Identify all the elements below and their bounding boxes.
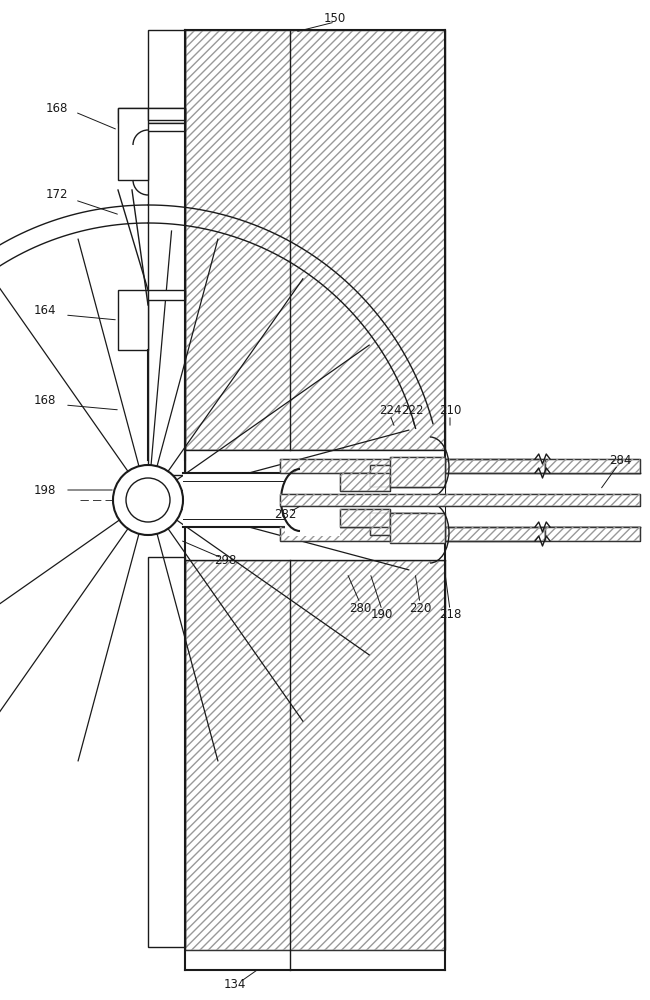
Bar xyxy=(183,474,445,527)
Text: 172: 172 xyxy=(46,188,68,202)
Circle shape xyxy=(113,465,183,535)
Bar xyxy=(185,30,445,450)
Bar xyxy=(280,527,445,541)
Bar xyxy=(390,457,445,487)
Text: 282: 282 xyxy=(274,508,296,522)
Bar xyxy=(445,527,545,541)
Bar xyxy=(370,513,430,535)
Bar xyxy=(185,560,445,950)
Bar xyxy=(280,527,445,541)
Bar xyxy=(340,509,390,527)
Text: 298: 298 xyxy=(214,554,236,566)
Bar xyxy=(545,459,640,473)
Bar xyxy=(340,509,390,527)
Bar xyxy=(390,457,445,487)
Text: 168: 168 xyxy=(46,102,68,114)
Bar xyxy=(445,459,545,473)
Text: 190: 190 xyxy=(370,608,393,621)
Bar xyxy=(370,513,430,535)
Text: 164: 164 xyxy=(34,304,57,316)
Bar xyxy=(445,459,545,473)
Circle shape xyxy=(126,478,170,522)
Bar xyxy=(130,123,185,131)
Bar xyxy=(545,459,640,473)
Text: 224: 224 xyxy=(379,403,401,416)
Text: 220: 220 xyxy=(409,601,431,614)
Bar xyxy=(285,481,340,526)
Bar xyxy=(390,513,445,543)
Bar xyxy=(390,513,445,543)
Bar xyxy=(148,30,185,475)
Text: 284: 284 xyxy=(609,454,631,466)
Text: 134: 134 xyxy=(224,978,246,992)
Bar xyxy=(545,527,640,541)
Bar xyxy=(340,473,390,491)
Bar xyxy=(280,459,445,473)
Bar xyxy=(445,527,545,541)
Text: 168: 168 xyxy=(34,393,56,406)
Bar xyxy=(148,290,185,300)
Bar xyxy=(118,108,148,180)
Bar xyxy=(118,108,185,123)
Text: 150: 150 xyxy=(324,11,346,24)
Text: 280: 280 xyxy=(349,601,371,614)
Bar xyxy=(340,473,390,491)
Text: 198: 198 xyxy=(34,484,56,496)
Bar xyxy=(185,30,445,450)
Bar xyxy=(280,459,445,473)
Bar xyxy=(370,465,430,487)
Bar xyxy=(148,557,185,947)
Bar xyxy=(185,560,445,950)
Bar xyxy=(148,108,185,120)
Bar xyxy=(545,474,640,527)
Bar xyxy=(280,494,640,506)
Bar xyxy=(280,494,640,506)
Bar xyxy=(185,450,445,560)
Bar xyxy=(545,527,640,541)
Bar xyxy=(118,290,148,350)
Text: 210: 210 xyxy=(439,403,462,416)
Text: 222: 222 xyxy=(401,403,423,416)
Text: 218: 218 xyxy=(439,608,462,621)
Bar xyxy=(285,526,340,536)
Bar xyxy=(370,465,430,487)
